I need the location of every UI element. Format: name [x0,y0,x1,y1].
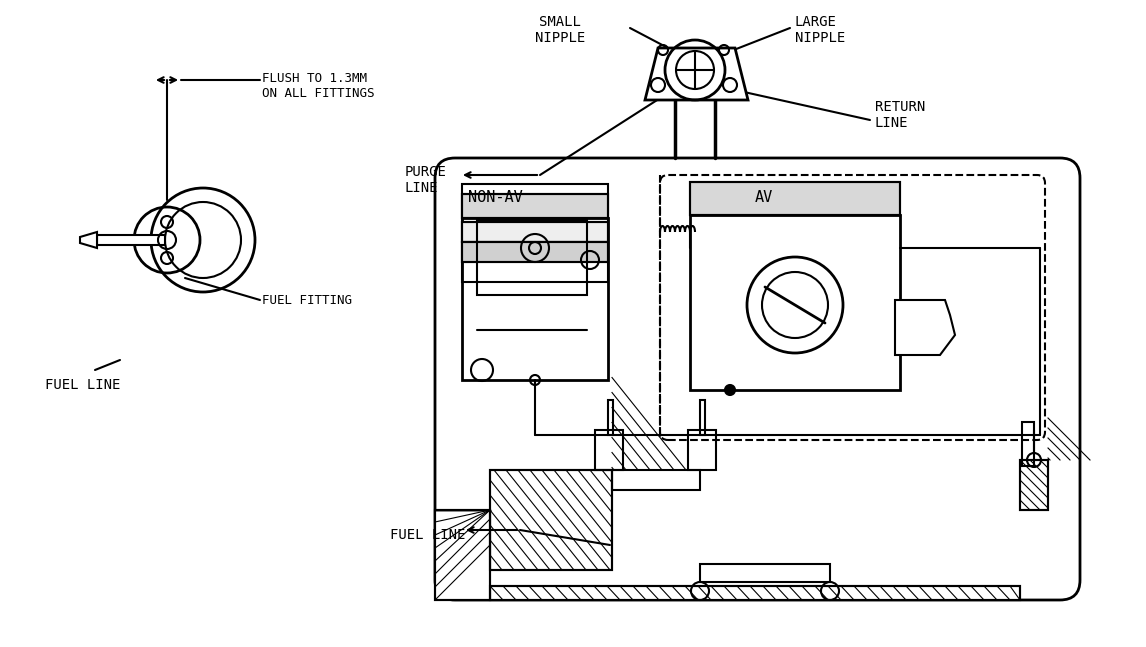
Polygon shape [80,232,97,248]
Text: SMALL
NIPPLE: SMALL NIPPLE [535,15,586,45]
Bar [690,182,900,215]
Bar [462,242,609,262]
Bar [1020,460,1047,510]
Bar [690,215,900,390]
Bar [688,430,716,470]
Polygon shape [895,300,955,355]
Bar [700,564,830,582]
Polygon shape [645,48,748,100]
Bar [462,194,609,218]
Bar [477,220,587,295]
Bar [609,400,613,435]
Bar [462,222,609,242]
Text: FLUSH TO 1.3MM
ON ALL FITTINGS: FLUSH TO 1.3MM ON ALL FITTINGS [262,72,375,100]
Bar [690,182,900,215]
Bar [490,470,612,570]
Bar [462,194,609,218]
Circle shape [725,385,735,395]
Bar [435,510,490,600]
Bar [1022,422,1034,466]
Bar [490,586,1020,600]
FancyBboxPatch shape [435,158,1080,600]
Bar [462,222,609,242]
Bar [1020,460,1047,510]
Bar [700,400,705,435]
Text: FUEL FITTING: FUEL FITTING [262,294,352,307]
Text: PURGE
LINE: PURGE LINE [405,165,447,195]
Bar [462,184,609,282]
Bar [490,470,612,570]
Text: FUEL LINE: FUEL LINE [390,528,465,542]
Bar [490,586,1020,600]
Bar [462,218,609,380]
Text: RETURN
LINE: RETURN LINE [876,100,925,130]
Text: AV: AV [755,190,774,206]
Bar [462,242,609,262]
Bar [612,470,700,490]
Text: NON-AV: NON-AV [468,190,523,206]
Bar [97,235,165,245]
Bar [595,430,623,470]
Bar [435,510,490,600]
Text: FUEL LINE: FUEL LINE [45,378,120,392]
Text: LARGE
NIPPLE: LARGE NIPPLE [795,15,846,45]
